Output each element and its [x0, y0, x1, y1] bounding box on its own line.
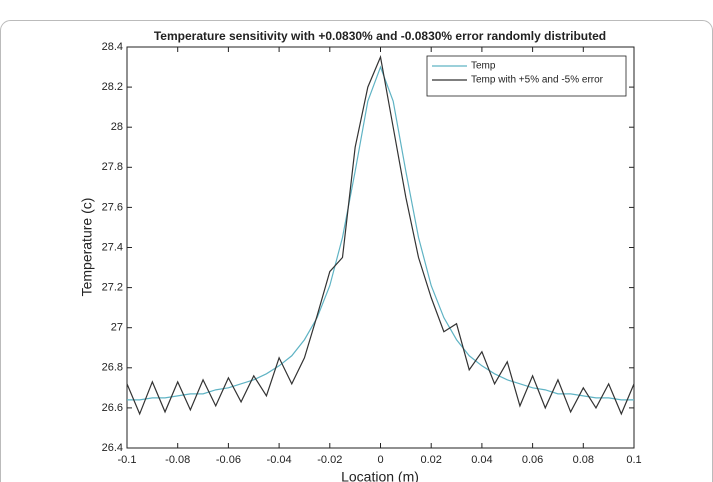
x-tick-label: 0.06 [522, 454, 543, 466]
y-tick-label: 28.4 [102, 41, 123, 53]
y-axis-label: Temperature (c) [79, 198, 95, 297]
legend-label: Temp with +5% and -5% error [471, 75, 604, 86]
legend-box [426, 55, 627, 97]
chart-title: Temperature sensitivity with +0.0830% an… [154, 29, 606, 43]
x-tick-label: 0.1 [626, 454, 641, 466]
x-tick-label: 0.08 [573, 454, 594, 466]
y-tick-label: 27.2 [102, 282, 123, 294]
series-line [127, 65, 634, 401]
y-tick-label: 27.8 [102, 161, 123, 173]
y-tick-label: 27.6 [102, 201, 123, 213]
x-tick-label: 0.02 [420, 454, 441, 466]
x-tick-label: 0 [377, 454, 383, 466]
series-line [126, 54, 635, 416]
y-tick-label: 26.6 [102, 402, 123, 414]
y-tick-label: 27 [111, 322, 123, 334]
x-tick-label: -0.02 [317, 454, 342, 466]
legend-label: Temp [471, 61, 496, 72]
y-tick-label: 26.4 [102, 442, 123, 454]
y-tick-label: 26.8 [102, 362, 123, 374]
y-tick-label: 28 [111, 121, 123, 133]
y-tick-label: 27.4 [102, 241, 123, 253]
x-axis-label: Location (m) [341, 469, 419, 482]
plot-area [126, 46, 635, 449]
x-tick-label: 0.04 [471, 454, 492, 466]
x-tick-label: -0.06 [216, 454, 241, 466]
y-tick-label: 28.2 [102, 81, 123, 93]
x-tick-label: -0.04 [267, 454, 292, 466]
x-tick-label: -0.1 [118, 454, 137, 466]
x-tick-label: -0.08 [165, 454, 190, 466]
